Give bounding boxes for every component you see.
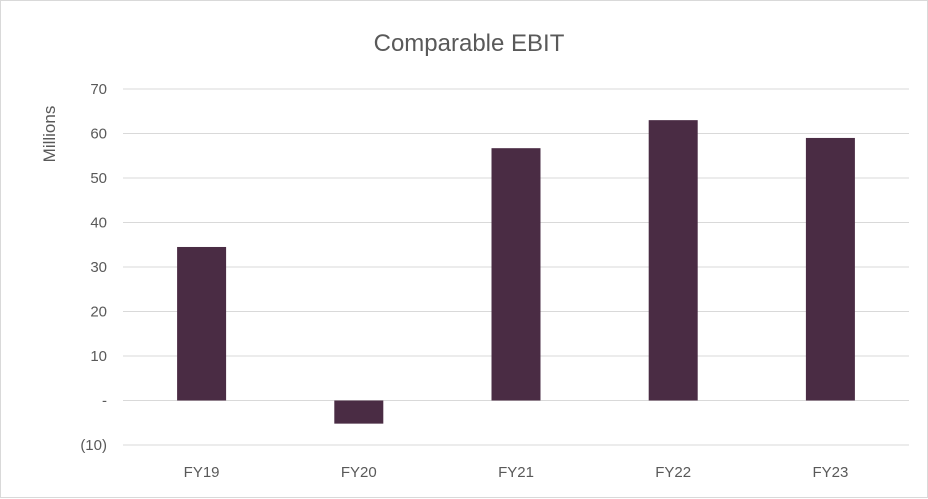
y-tick-label: 30 [90, 259, 107, 276]
y-axis-ticks: 70 60 50 40 30 20 10 - (10) [80, 81, 107, 454]
bar-fy20 [334, 400, 384, 424]
y-tick-label: 20 [90, 304, 107, 321]
x-tick-label: FY22 [655, 464, 691, 481]
y-tick-label: 70 [90, 81, 107, 98]
x-tick-label: FY19 [184, 464, 220, 481]
bar-fy19 [177, 246, 227, 401]
x-axis-ticks: FY19 FY20 FY21 FY22 FY23 [184, 464, 849, 481]
bar-fy22 [648, 120, 698, 401]
y-tick-label: 50 [90, 170, 107, 187]
bar-fy21 [491, 148, 541, 401]
y-tick-label: 10 [90, 348, 107, 365]
bar-fy23 [805, 137, 855, 401]
x-tick-label: FY21 [498, 464, 534, 481]
x-tick-label: FY20 [341, 464, 377, 481]
y-tick-label: 60 [90, 126, 107, 143]
chart-title: Comparable EBIT [374, 30, 565, 57]
y-tick-label: - [102, 393, 107, 410]
bars [177, 120, 855, 424]
y-axis-label: Millions [40, 106, 59, 163]
x-tick-label: FY23 [812, 464, 848, 481]
y-tick-label: (10) [80, 437, 107, 454]
y-tick-label: 40 [90, 215, 107, 232]
